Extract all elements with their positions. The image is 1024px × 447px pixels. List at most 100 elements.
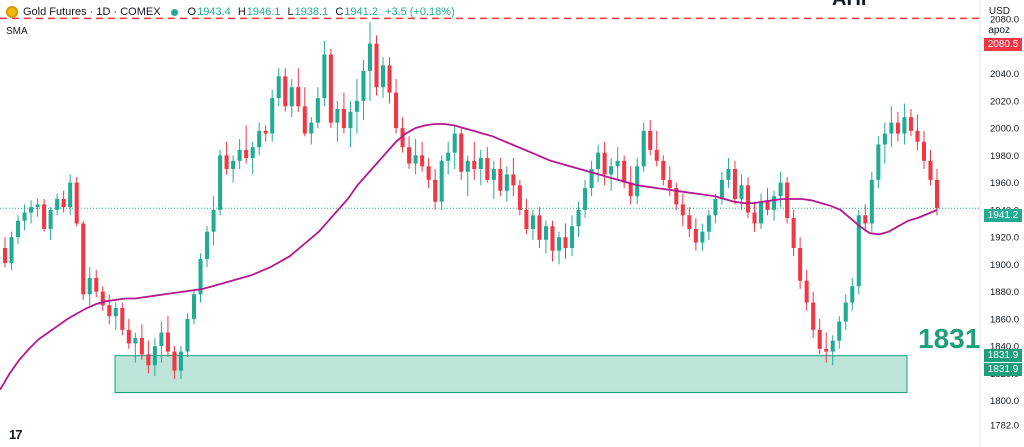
candle-body [231, 160, 236, 169]
candle-body [374, 43, 379, 88]
candle-body [191, 294, 197, 319]
support-zone [114, 355, 908, 393]
candle-body [706, 215, 711, 232]
candle-body [22, 212, 27, 221]
candle-body [628, 182, 633, 197]
candle-body [426, 166, 431, 180]
candle-body [309, 122, 314, 134]
candle-body [237, 149, 242, 161]
last-price-tag: 1941.2 [984, 209, 1022, 222]
candle-body [609, 166, 614, 175]
candle-body [882, 133, 887, 145]
candle-body [583, 188, 588, 210]
y-tick-label: 2080.0 [990, 15, 1019, 26]
candle-body [126, 329, 131, 344]
chart-legend: Gold Futures · 1D · COMEX O1943.4 H1946.… [0, 4, 459, 20]
y-tick-label: 1800.0 [990, 396, 1019, 407]
candle-body [263, 130, 268, 134]
candle-body [224, 155, 229, 169]
candle-body [433, 179, 438, 202]
candle-body [602, 152, 607, 175]
candle-body [856, 215, 861, 287]
candle-body [745, 185, 751, 213]
candle-body [276, 76, 281, 99]
candle-body [198, 258, 203, 295]
candle-body [498, 168, 503, 191]
candle-body [563, 237, 568, 249]
candle-body [446, 152, 451, 161]
candle-body [178, 351, 183, 371]
candle-body [165, 332, 170, 352]
candle-body [472, 160, 477, 169]
candle-body [452, 133, 457, 153]
candle-body [772, 196, 777, 210]
y-tick-label: 1960.0 [990, 178, 1019, 189]
candle-body [635, 166, 640, 197]
candle-body [713, 198, 718, 216]
candle-body [543, 226, 548, 240]
candle-body [511, 174, 516, 186]
candle-body [817, 329, 822, 349]
tradingview-logo[interactable]: 17 [9, 427, 23, 442]
scale-mode-label[interactable]: apoz [988, 25, 1010, 36]
candle-body [517, 185, 522, 210]
y-tick-label: 1880.0 [990, 287, 1019, 298]
candle-body [556, 237, 562, 251]
candle-body [589, 168, 594, 189]
candle-body [367, 43, 372, 71]
candle-body [133, 337, 138, 344]
candle-body [328, 54, 333, 123]
candle-body [354, 100, 359, 112]
candle-body [824, 348, 829, 352]
candle-body [407, 147, 412, 164]
currency-label[interactable]: USD [988, 6, 1010, 17]
candle-body [81, 223, 86, 295]
candle-body [322, 54, 327, 99]
market-status-icon [170, 8, 178, 16]
candle-body [889, 122, 894, 134]
candle-body [341, 109, 346, 129]
candle-body [596, 152, 601, 169]
sma-line [0, 123, 938, 391]
candle-body [394, 92, 399, 129]
y-tick-label: 1920.0 [990, 233, 1019, 244]
candle-body [87, 278, 92, 295]
candle-body [205, 231, 210, 259]
candle-body [693, 228, 698, 243]
candle-body [439, 160, 444, 202]
candle-body [270, 98, 275, 134]
resistance-price-tag: 2080.5 [984, 38, 1022, 51]
y-tick-label: 2000.0 [990, 124, 1019, 135]
symbol-title[interactable]: Gold Futures · 1D · COMEX [23, 6, 161, 18]
candle-body [42, 204, 47, 229]
ohlc-values: O1943.4 H1946.1 L1938.1 C1941.2 +3.5 (+0… [187, 6, 455, 18]
candle-body [752, 212, 757, 224]
candle-body [876, 144, 881, 180]
change-value: +3.5 (+0.18%) [385, 6, 455, 18]
candle-body [485, 158, 490, 180]
candle-body [863, 215, 868, 224]
indicator-label[interactable]: SMA [6, 26, 28, 37]
candle-body [524, 209, 529, 229]
candle-body [895, 122, 900, 134]
candle-body [798, 248, 803, 281]
candle-body [218, 155, 223, 210]
y-tick-label: 1980.0 [990, 151, 1019, 162]
candle-body [159, 332, 164, 347]
candle-body [791, 218, 796, 249]
zone-top-price-tag: 1831.9 [984, 349, 1022, 362]
candle-body [700, 231, 705, 243]
candle-body [244, 149, 249, 159]
chart-overlay-text: AHI [832, 0, 866, 11]
candle-body [928, 160, 933, 180]
candle-body [335, 109, 340, 123]
y-tick-label: 1840.0 [990, 342, 1019, 353]
candle-body [139, 337, 144, 355]
candle-body [120, 307, 125, 330]
y-tick-label: 1900.0 [990, 260, 1019, 271]
candle-body [902, 117, 907, 134]
candle-body [759, 201, 764, 224]
candle-body [68, 182, 73, 208]
candle-body [478, 158, 483, 169]
